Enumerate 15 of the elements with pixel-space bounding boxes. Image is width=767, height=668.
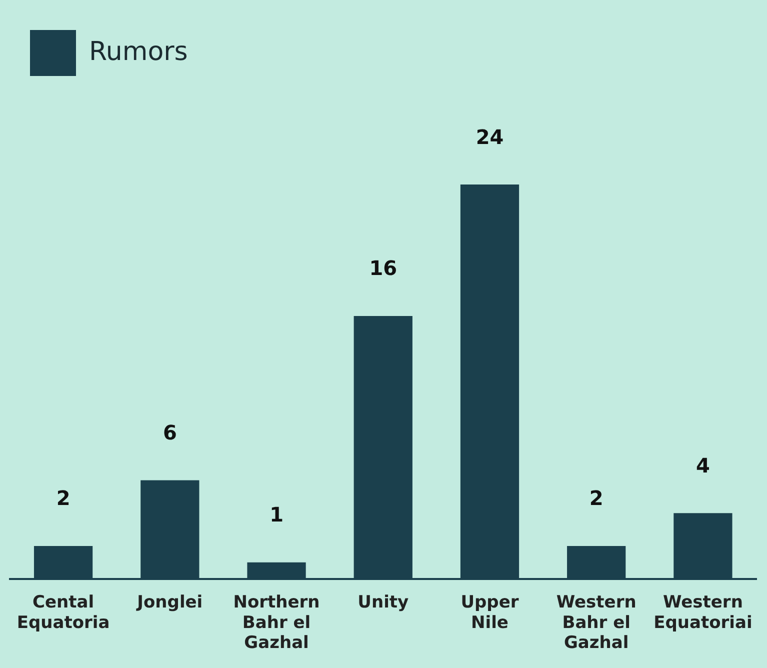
x-tick-label: Cental Equatoria bbox=[16, 592, 110, 633]
x-tick-label: Upper Nile bbox=[460, 592, 520, 633]
x-tick-label: Western Equatoriai bbox=[654, 592, 752, 633]
data-label: 6 bbox=[162, 420, 177, 444]
data-label: 4 bbox=[696, 453, 710, 478]
x-tick-label: Jonglei bbox=[136, 592, 203, 612]
data-label: 2 bbox=[56, 486, 70, 510]
legend-label: Rumors bbox=[89, 36, 188, 67]
data-label: 24 bbox=[476, 124, 504, 149]
x-tick-label: Unity bbox=[358, 592, 409, 612]
data-label: 16 bbox=[369, 256, 398, 280]
x-tick-label: Northern Bahr el Gazhal bbox=[233, 592, 320, 654]
data-label: 1 bbox=[270, 502, 284, 527]
data-label: 2 bbox=[589, 486, 604, 510]
x-tick-label: Western Bahr el Gazhal bbox=[556, 592, 636, 654]
